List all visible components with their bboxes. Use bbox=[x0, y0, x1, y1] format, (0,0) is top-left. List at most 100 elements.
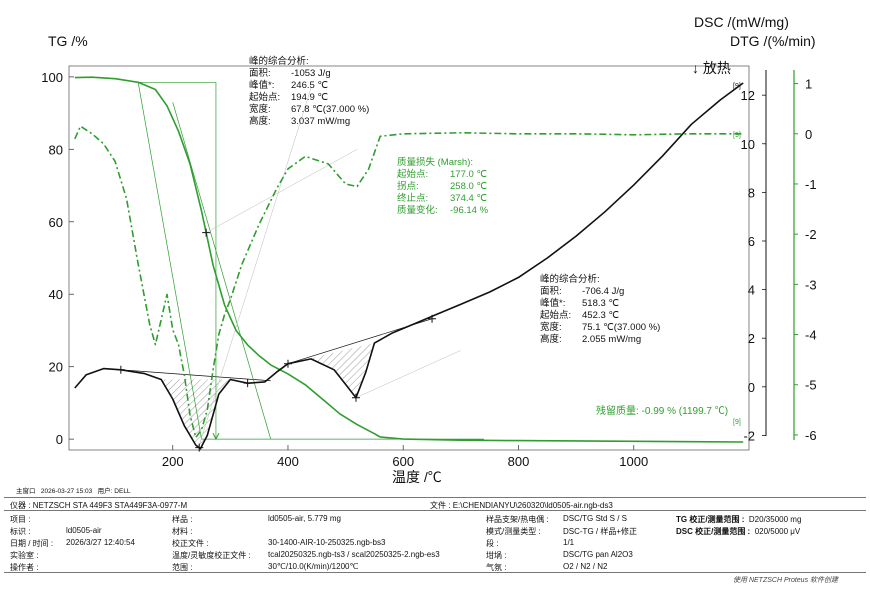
dtg-tick-label: 0 bbox=[805, 127, 812, 142]
mass-loss-title: 质量损失 (Marsh): bbox=[397, 156, 473, 168]
peak2-annotation: 峰的综合分析: 面积: -706.4 J/g 峰值*: 518.3 ℃ 起始点:… bbox=[540, 273, 660, 345]
svg-text:246.5 ℃: 246.5 ℃ bbox=[291, 80, 328, 91]
operator-label: 操作者 : bbox=[10, 563, 39, 572]
peak1-baseline bbox=[120, 369, 271, 382]
residual-mass-label: 残留质量: -0.99 % (1199.7 ℃) bbox=[596, 404, 728, 417]
peak2-leader bbox=[355, 350, 461, 398]
peak1-leader bbox=[198, 87, 312, 446]
x-tick-label: 200 bbox=[162, 454, 184, 469]
dsc-end-marker: [9] bbox=[733, 83, 741, 90]
svg-text:峰值*:: 峰值*: bbox=[249, 79, 274, 91]
footer-divider-mid bbox=[4, 510, 866, 511]
svg-text:67.8 ℃(37.000 %): 67.8 ℃(37.000 %) bbox=[291, 104, 369, 115]
tempcal-value: tcal20250325.ngb-ts3 / scal20250325-2.ng… bbox=[268, 550, 440, 559]
dsc-tick-label: 8 bbox=[748, 185, 755, 200]
holder-value: DSC/TG Std S / S bbox=[563, 514, 628, 523]
dtg-tick-label: -3 bbox=[805, 277, 817, 292]
tg-tick-label: 20 bbox=[49, 360, 63, 375]
dsc-tick-label: 6 bbox=[748, 234, 755, 249]
project-label: 项目 : bbox=[10, 515, 31, 524]
svg-text:面积:: 面积: bbox=[540, 285, 562, 297]
footer-divider-bottom bbox=[4, 572, 866, 573]
svg-text:-1053 J/g: -1053 J/g bbox=[291, 68, 331, 79]
range-label: 范围 : bbox=[172, 563, 193, 572]
svg-text:518.3 ℃: 518.3 ℃ bbox=[582, 298, 619, 309]
svg-text:终止点:: 终止点: bbox=[397, 192, 428, 204]
peak2-area bbox=[287, 343, 375, 398]
dsc-tick-label: 2 bbox=[748, 331, 755, 346]
svg-text:452.3 ℃: 452.3 ℃ bbox=[582, 310, 619, 321]
svg-text:宽度:: 宽度: bbox=[249, 103, 271, 115]
svg-text:起始点:: 起始点: bbox=[540, 309, 571, 321]
crucible-value: DSC/TG pan Al2O3 bbox=[563, 550, 633, 559]
mass-loss-leader bbox=[206, 149, 358, 233]
peak1-title: 峰的综合分析: bbox=[249, 55, 309, 67]
sample-label: 样品 : bbox=[172, 515, 193, 524]
material-label: 材料 : bbox=[172, 527, 193, 536]
tg-tick-label: 0 bbox=[56, 432, 63, 447]
peak1-annotation: 峰的综合分析: 面积: -1053 J/g 峰值*: 246.5 ℃ 起始点: … bbox=[249, 55, 369, 127]
software-credit: 使用 NETZSCH Proteus 软件创建 bbox=[733, 577, 839, 584]
footer-divider-top bbox=[4, 497, 866, 498]
svg-text:374.4 ℃: 374.4 ℃ bbox=[450, 193, 487, 204]
atmosphere-value: O2 / N2 / N2 bbox=[563, 562, 608, 571]
datetime-value: 2026/3/27 12:40:54 bbox=[66, 538, 135, 547]
svg-text:起始点:: 起始点: bbox=[397, 168, 428, 180]
atmosphere-label: 气氛 : bbox=[486, 563, 507, 572]
dtg-tick-label: -5 bbox=[805, 378, 817, 393]
svg-text:峰值*:: 峰值*: bbox=[540, 297, 565, 309]
dsc-tick-label: -2 bbox=[743, 428, 755, 443]
tg-cal-row: TG 校正/测量范围 : D20/35000 mg bbox=[676, 515, 802, 524]
x-tick-label: 600 bbox=[392, 454, 414, 469]
svg-text:-706.4 J/g: -706.4 J/g bbox=[582, 286, 624, 297]
tg-end-marker: [9] bbox=[733, 419, 741, 426]
mode-value: DSC-TG / 样品+修正 bbox=[563, 527, 638, 536]
svg-text:高度:: 高度: bbox=[540, 333, 562, 345]
dsc-tick-label: 12 bbox=[741, 88, 755, 103]
dtg-end-marker: [9] bbox=[733, 132, 741, 139]
tg-tick-label: 40 bbox=[49, 287, 63, 302]
exo-direction-label: ↓ 放热 bbox=[692, 60, 731, 76]
id-value: ld0505-air bbox=[66, 526, 102, 535]
tg-axis-title: TG /% bbox=[48, 33, 88, 49]
svg-text:高度:: 高度: bbox=[249, 115, 271, 127]
x-tick-label: 800 bbox=[508, 454, 530, 469]
dtg-tick-label: -6 bbox=[805, 428, 817, 443]
svg-text:258.0 ℃: 258.0 ℃ bbox=[450, 181, 487, 192]
peak1-area bbox=[161, 379, 231, 449]
dsc-tick-label: 4 bbox=[748, 283, 755, 298]
peak1-end-marker bbox=[243, 379, 252, 388]
x-tick-label: 1000 bbox=[619, 454, 648, 469]
tg-tick-label: 80 bbox=[49, 142, 63, 157]
dtg-curve bbox=[74, 125, 744, 439]
svg-text:拐点:: 拐点: bbox=[397, 180, 419, 192]
peak2-end-marker bbox=[428, 314, 437, 323]
holder-label: 样品支架/热电偶 : bbox=[486, 515, 549, 524]
crucible-label: 坩埚 : bbox=[486, 551, 507, 560]
svg-text:2.055 mW/mg: 2.055 mW/mg bbox=[582, 334, 641, 345]
tg-onset-line bbox=[137, 82, 202, 440]
mode-label: 模式/测量类型 : bbox=[486, 527, 541, 536]
dtg-tick-label: 1 bbox=[805, 77, 812, 92]
lab-label: 实验室 : bbox=[10, 551, 39, 560]
dtg-tick-label: -2 bbox=[805, 227, 817, 242]
svg-text:75.1 ℃(37.000 %): 75.1 ℃(37.000 %) bbox=[582, 322, 660, 333]
calfile-value: 30-1400-AIR-10-250325.ngb-bs3 bbox=[268, 538, 386, 547]
tg-tick-label: 100 bbox=[41, 70, 63, 85]
svg-text:宽度:: 宽度: bbox=[540, 321, 562, 333]
peak2-max-marker bbox=[351, 393, 360, 402]
range-value: 30℃/10.0(K/min)/1200℃ bbox=[268, 562, 359, 571]
tg-bracket-arrow bbox=[212, 432, 220, 441]
dsc-tick-label: 10 bbox=[741, 137, 755, 152]
window-info: 主窗口 2026-03-27 15:03 用户: DELL bbox=[16, 488, 131, 495]
svg-text:-96.14 %: -96.14 % bbox=[450, 205, 489, 216]
svg-text:面积:: 面积: bbox=[249, 67, 271, 79]
svg-text:质量变化:: 质量变化: bbox=[397, 204, 438, 216]
dtg-tick-label: -1 bbox=[805, 177, 817, 192]
tempcal-label: 温度/灵敏度校正文件 : bbox=[172, 551, 251, 560]
dsc-curve bbox=[74, 82, 744, 450]
file-row: 文件 : E:\CHENDIANYU\260320\ld0505-air.ngb… bbox=[430, 501, 613, 510]
peak2-start-marker bbox=[283, 359, 292, 368]
segment-label: 段 : bbox=[486, 539, 499, 548]
